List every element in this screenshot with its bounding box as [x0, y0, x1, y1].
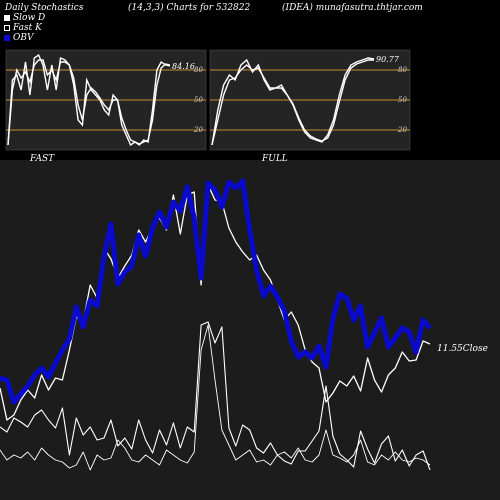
chart-title: Daily Stochastics [5, 3, 84, 13]
fast-series-line-1 [7, 53, 171, 147]
obv-swatch [4, 35, 10, 41]
chart-subtitle: (14,3,3) Charts for 532822 [128, 3, 251, 13]
fast-k-swatch [4, 25, 10, 31]
legend-slow-d-label: Slow D [13, 13, 46, 23]
legend-fast-k: Fast K [4, 23, 45, 33]
full-series-line-2 [211, 59, 374, 146]
volume-line [0, 321, 431, 471]
fast-series-line-2 [7, 59, 171, 146]
close-value-label: 11.55Close [437, 344, 488, 354]
fast-tick-label-80: 80 [194, 66, 203, 74]
slow-d-swatch [4, 15, 10, 21]
fast-panel-label: FAST [29, 154, 55, 164]
legend-obv-label: OBV [13, 33, 34, 43]
legend: Slow D Fast K OBV [4, 13, 45, 43]
fast-current-value-label: 84.16 [172, 62, 195, 71]
full-tick-label-50: 50 [398, 96, 407, 104]
full-tick-label-20: 20 [397, 126, 407, 134]
full-current-value-label: 90.77 [376, 55, 400, 64]
full-panel-label: FULL [261, 154, 288, 164]
lower-chart-background [0, 160, 500, 500]
obv-line [0, 178, 432, 405]
fast-tick-label-50: 50 [194, 96, 203, 104]
legend-slow-d: Slow D [4, 13, 45, 23]
full-tick-label-80: 80 [398, 66, 407, 74]
chart-source: (IDEA) munafasutra.thtjar.com [282, 3, 423, 13]
legend-obv: OBV [4, 33, 45, 43]
legend-fast-k-label: Fast K [13, 23, 42, 33]
fast-tick-label-20: 20 [193, 126, 203, 134]
